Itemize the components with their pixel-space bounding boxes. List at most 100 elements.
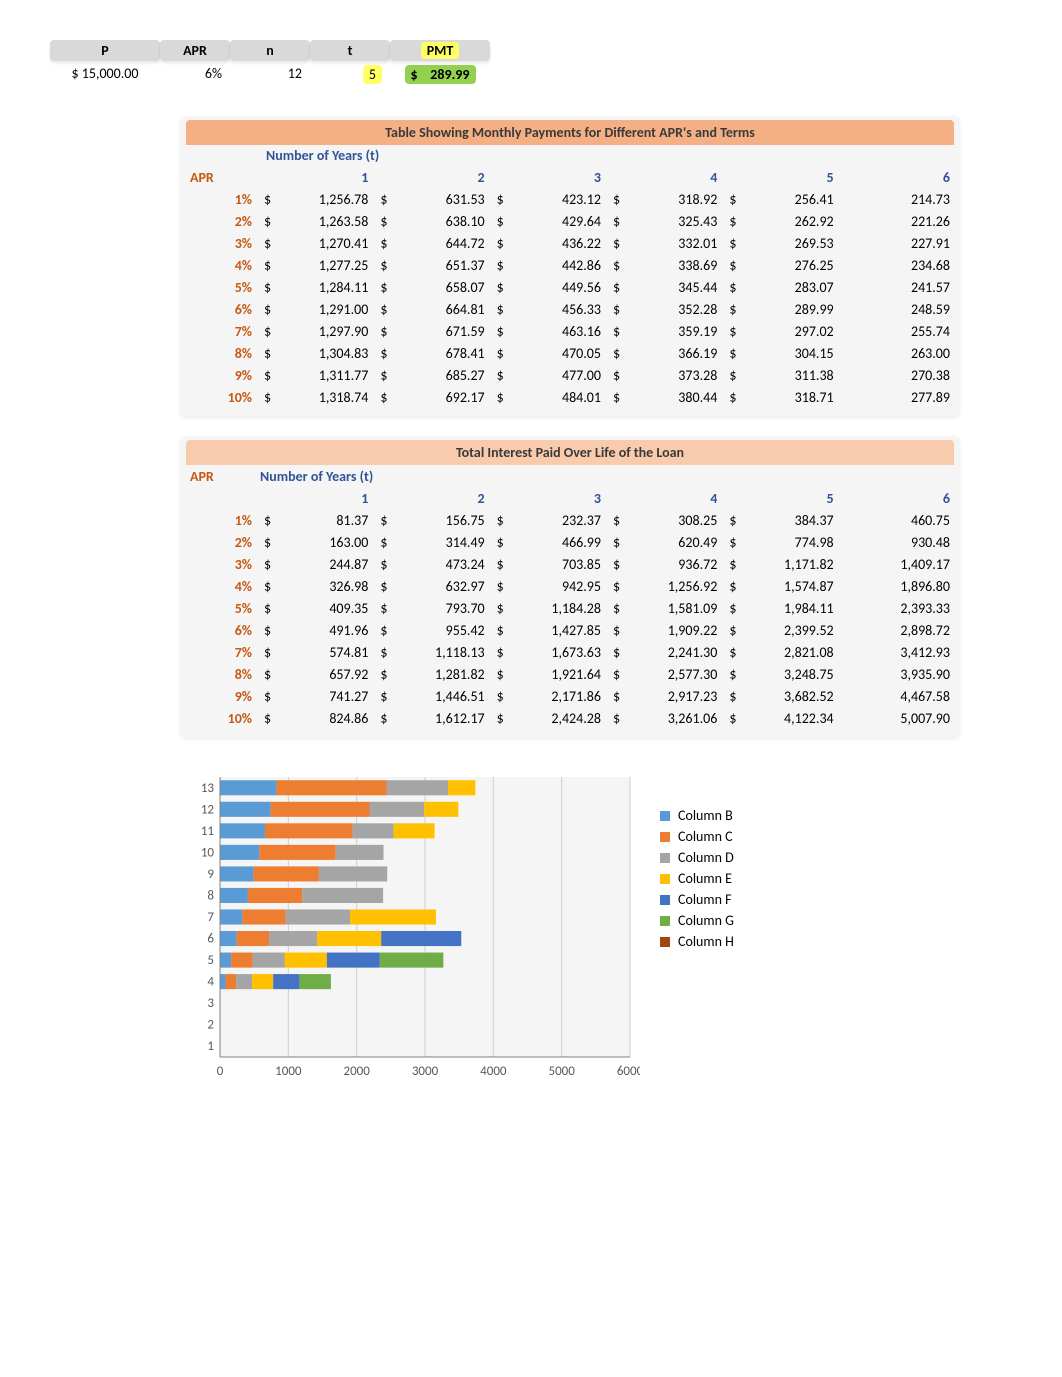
apr-cell: 1%	[186, 188, 256, 210]
bar-segment	[220, 909, 242, 924]
year-head: 1	[256, 166, 372, 188]
money-cell: 4,467.58	[838, 685, 954, 707]
money-cell: $318.92	[605, 188, 721, 210]
year-head: 5	[721, 487, 837, 509]
total-interest-table: Total Interest Paid Over Life of the Loa…	[180, 436, 960, 737]
money-cell: $1,171.82	[721, 553, 837, 575]
table-row: 7%$574.81$1,118.13$1,673.63$2,241.30$2,8…	[186, 641, 954, 663]
bar-segment	[387, 780, 449, 795]
table-row: 3%$1,270.41$644.72$436.22$332.01$269.532…	[186, 232, 954, 254]
highlight-pmt: $ 289.99	[405, 65, 476, 84]
legend-label: Column G	[678, 912, 734, 929]
money-cell: $664.81	[372, 298, 488, 320]
money-cell: $1,673.63	[489, 641, 605, 663]
money-cell: 460.75	[838, 509, 954, 531]
legend-item: Column H	[660, 933, 734, 950]
bar-segment	[259, 845, 335, 860]
apr-cell: 5%	[186, 276, 256, 298]
bar-segment	[370, 802, 425, 817]
money-cell: $314.49	[372, 531, 488, 553]
money-cell: $1,291.00	[256, 298, 372, 320]
bar-segment	[273, 974, 299, 989]
legend-swatch	[660, 832, 670, 842]
bar-segment	[220, 888, 248, 903]
chart-legend: Column BColumn CColumn DColumn EColumn F…	[660, 807, 734, 954]
x-tick-label: 5000	[548, 1064, 575, 1079]
highlight-pmt-header: PMT	[421, 42, 460, 59]
money-cell: $466.99	[489, 531, 605, 553]
money-cell: $326.98	[256, 575, 372, 597]
money-cell: $2,917.23	[605, 685, 721, 707]
bar-segment	[220, 780, 276, 795]
legend-swatch	[660, 916, 670, 926]
money-cell: $657.92	[256, 663, 372, 685]
bar-segment	[394, 823, 435, 838]
table2-title: Total Interest Paid Over Life of the Loa…	[186, 440, 954, 465]
bar-segment	[271, 802, 370, 817]
legend-swatch	[660, 895, 670, 905]
apr-cell: 2%	[186, 210, 256, 232]
value-t: 5	[310, 61, 390, 86]
apr-cell: 5%	[186, 597, 256, 619]
money-cell: $685.27	[372, 364, 488, 386]
money-cell: $332.01	[605, 232, 721, 254]
legend-label: Column E	[678, 870, 732, 887]
table-row: 8%$657.92$1,281.82$1,921.64$2,577.30$3,2…	[186, 663, 954, 685]
y-tick-label: 10	[201, 845, 215, 860]
money-cell: 3,935.90	[838, 663, 954, 685]
legend-swatch	[660, 937, 670, 947]
money-cell: $256.41	[721, 188, 837, 210]
money-cell: $345.44	[605, 276, 721, 298]
money-cell: $244.87	[256, 553, 372, 575]
year-head: 4	[605, 487, 721, 509]
money-cell: $262.92	[721, 210, 837, 232]
money-cell: $442.86	[489, 254, 605, 276]
bar-segment	[220, 931, 237, 946]
money-cell: $1,277.25	[256, 254, 372, 276]
money-cell: $1,921.64	[489, 663, 605, 685]
money-cell: $1,281.82	[372, 663, 488, 685]
money-cell: $449.56	[489, 276, 605, 298]
apr-cell: 4%	[186, 254, 256, 276]
money-cell: $741.27	[256, 685, 372, 707]
money-cell: 1,896.80	[838, 575, 954, 597]
y-tick-label: 12	[201, 802, 215, 817]
money-cell: $380.44	[605, 386, 721, 408]
money-cell: $1,318.74	[256, 386, 372, 408]
bar-segment	[220, 802, 271, 817]
header-apr: APR	[160, 40, 230, 61]
money-cell: $1,256.78	[256, 188, 372, 210]
legend-item: Column F	[660, 891, 734, 908]
legend-label: Column D	[678, 849, 734, 866]
money-cell: 5,007.90	[838, 707, 954, 729]
table-row: 1%$81.37$156.75$232.37$308.25$384.37460.…	[186, 509, 954, 531]
year-head: 4	[605, 166, 721, 188]
table-row: 2%$1,263.58$638.10$429.64$325.43$262.922…	[186, 210, 954, 232]
money-cell: 221.26	[838, 210, 954, 232]
bar-segment	[286, 909, 350, 924]
bar-segment	[236, 974, 252, 989]
bar-segment	[380, 953, 444, 968]
money-cell: $3,682.52	[721, 685, 837, 707]
legend-label: Column H	[678, 933, 734, 950]
apr-label: APR	[186, 166, 256, 188]
money-cell: $311.38	[721, 364, 837, 386]
y-tick-label: 2	[207, 1018, 214, 1033]
money-cell: $1,909.22	[605, 619, 721, 641]
y-tick-label: 8	[207, 888, 214, 903]
money-cell: $1,304.83	[256, 342, 372, 364]
apr-cell: 8%	[186, 342, 256, 364]
money-cell: $3,248.75	[721, 663, 837, 685]
loan-inputs: P $ 15,000.00 APR 6% n 12 t 5 PMT $ 289.…	[50, 40, 1012, 86]
money-cell: $793.70	[372, 597, 488, 619]
bar-segment	[253, 953, 285, 968]
money-cell: $2,241.30	[605, 641, 721, 663]
bar-segment	[353, 823, 394, 838]
money-cell: $2,424.28	[489, 707, 605, 729]
year-head: 6	[838, 487, 954, 509]
chart-plot: 0100020003000400050006000131211109876543…	[180, 767, 640, 1087]
money-cell: $359.19	[605, 320, 721, 342]
money-cell: $936.72	[605, 553, 721, 575]
money-cell: $297.02	[721, 320, 837, 342]
bar-segment	[381, 931, 461, 946]
